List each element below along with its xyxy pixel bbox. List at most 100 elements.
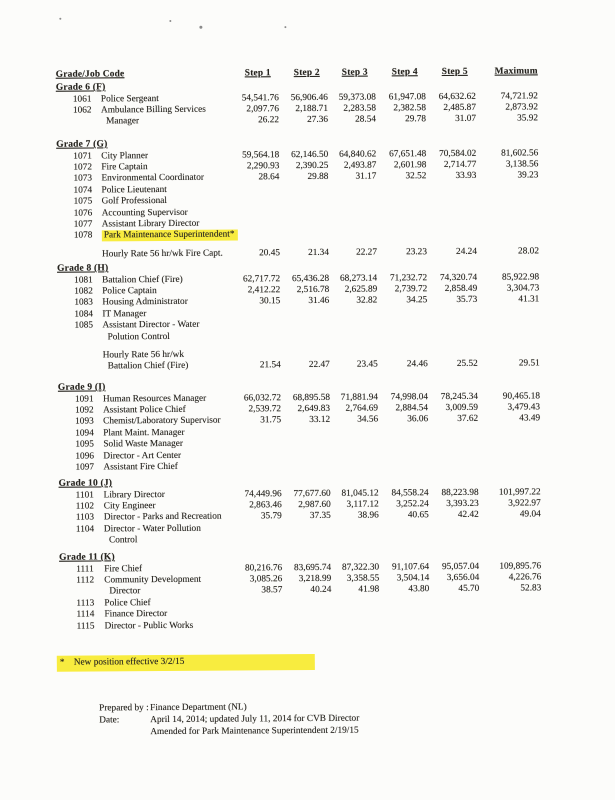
job-title: Library Director <box>103 489 165 501</box>
step-value: 31.17 <box>355 171 377 183</box>
step-value: 40.24 <box>310 585 332 596</box>
step-value: 88,223.98 <box>441 487 479 498</box>
step-value: 27.36 <box>307 115 329 126</box>
job-title: Housing Administrator <box>102 297 188 308</box>
step-value <box>476 182 538 194</box>
job-code: 1113 <box>76 598 95 609</box>
step-value: 54,541.76 <box>241 92 279 104</box>
step-value: 52.83 <box>520 583 542 594</box>
step-value: 70,584.02 <box>439 148 477 159</box>
step-value: 28.64 <box>258 172 280 183</box>
step-value <box>478 459 540 471</box>
step-value: 68,895.58 <box>292 392 331 403</box>
job-title: Community Development <box>104 574 202 586</box>
job-code <box>59 587 104 599</box>
step-value: 32.82 <box>356 295 378 307</box>
step-value <box>429 533 479 545</box>
step-value <box>478 437 540 449</box>
step-value <box>235 438 281 450</box>
job-code: 1077 <box>73 219 93 230</box>
scan-speck <box>169 19 172 22</box>
step-value <box>234 308 280 320</box>
job-code: 1095 <box>75 439 94 450</box>
job-code: 1061 <box>72 94 92 105</box>
step-value <box>427 307 477 319</box>
step-value: 74,320.74 <box>439 272 478 283</box>
table-row: 1097 Assistant Fire Chief <box>58 459 540 474</box>
step-value: 62,146.50 <box>291 149 329 160</box>
grade-section: Grade 9 (I) 1091 Human Resources Manager 66… <box>58 379 541 474</box>
step-value <box>428 426 478 438</box>
step-value: 85,922.98 <box>501 271 540 283</box>
step-value <box>234 207 280 219</box>
table-row: Control <box>59 533 541 548</box>
step-value <box>332 619 380 631</box>
step-value <box>329 319 377 331</box>
scan-speck <box>59 17 62 20</box>
step-value <box>280 308 329 320</box>
step-value <box>428 448 478 460</box>
step-value: 83,695.74 <box>293 562 332 573</box>
step-value: 74,998.04 <box>390 391 429 403</box>
step-value: 77,677.60 <box>293 488 331 499</box>
job-title: Golf Professional <box>101 196 167 207</box>
step-value <box>429 596 479 608</box>
step-value: 34.56 <box>357 414 379 426</box>
step-value <box>237 620 283 632</box>
step-value: 3,138.56 <box>505 159 539 170</box>
job-code: 1092 <box>75 405 94 416</box>
step-value <box>479 521 541 533</box>
prepared-by-label: Prepared by : <box>99 703 149 714</box>
job-title: Director - Water Pollution <box>103 523 201 535</box>
step-value <box>480 618 542 630</box>
job-title: Control <box>108 535 138 546</box>
step-value: 62,717.72 <box>242 273 281 285</box>
job-code: 1075 <box>73 196 93 207</box>
step-value <box>283 619 332 631</box>
step-value: 56,906.46 <box>290 92 328 103</box>
step-value: 2,739.72 <box>394 284 428 295</box>
step-value <box>378 330 428 342</box>
step-value: 3,358.55 <box>346 573 380 584</box>
step-value <box>236 608 282 620</box>
step-value: 26.22 <box>258 115 280 126</box>
step-value: 101,997.22 <box>498 486 541 498</box>
step-value: 3,504.14 <box>396 573 430 584</box>
step-value: 84,558.24 <box>391 487 429 499</box>
step-value <box>477 318 539 330</box>
step-value: 31.07 <box>455 114 477 125</box>
job-title: Police Chief <box>104 597 151 609</box>
step-value: 41.98 <box>358 584 380 596</box>
step-value: 32.52 <box>405 171 427 182</box>
step-value: 29.78 <box>405 114 427 125</box>
step-value: 38.96 <box>357 510 379 522</box>
step-value: 38.57 <box>261 585 283 596</box>
step-value <box>478 448 540 460</box>
job-title: Finance Director <box>104 609 168 620</box>
step-value: 23.45 <box>356 359 378 371</box>
step-value: 64,840.62 <box>339 149 377 160</box>
job-title: Polution Control <box>107 331 170 343</box>
step-value <box>328 183 376 195</box>
step-value: 3,117.12 <box>346 499 379 510</box>
job-code: 1097 <box>75 462 95 473</box>
step-value <box>234 195 280 207</box>
prepared-by-block: Prepared by : Finance Department (NL) Da… <box>99 701 359 739</box>
step-value: 43.80 <box>408 584 430 595</box>
step-value: 2,873.92 <box>505 102 538 113</box>
job-code: 1111 <box>76 564 94 575</box>
step-value: 20.45 <box>259 248 281 259</box>
job-title: Ambulance Billing Services <box>100 104 206 116</box>
scan-speck <box>284 26 287 29</box>
table-row: Battalion Chief (Fire) 21.54 22.47 23.45 24.… <box>58 359 540 374</box>
step-value <box>378 348 428 360</box>
job-code <box>58 332 103 344</box>
step-value <box>282 523 331 535</box>
step-value: 2,516.78 <box>296 284 330 296</box>
step-value: 2,382.58 <box>393 103 427 114</box>
step-value <box>377 217 427 229</box>
step-value: 2,390.25 <box>295 160 329 172</box>
step-value: 59,373.08 <box>338 92 376 103</box>
step-value: 22.47 <box>308 360 330 371</box>
